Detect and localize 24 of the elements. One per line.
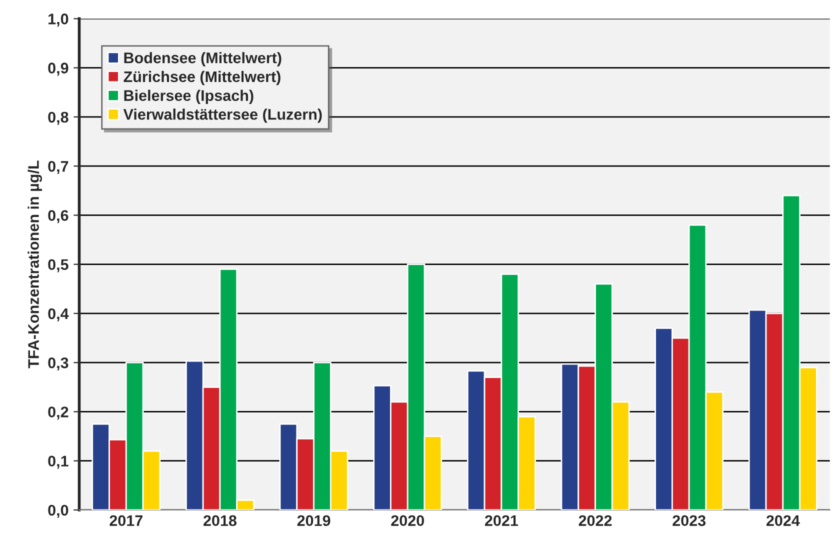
y-tick-label: 0,7 xyxy=(48,160,68,174)
y-tick-label: 0,1 xyxy=(48,456,68,469)
x-tick-label: 2017 xyxy=(110,515,142,526)
x-tick-label: 2021 xyxy=(484,515,518,526)
y-tick-label: 0,9 xyxy=(48,62,68,76)
y-tick-label: 0,6 xyxy=(48,210,68,224)
legend-label: Bodensee (Mittelwert) xyxy=(124,52,282,66)
x-tick-label: 2023 xyxy=(672,515,706,526)
x-tick-label: 2019 xyxy=(297,515,330,526)
y-tick-label: 0,8 xyxy=(48,112,68,125)
x-tick-label: 2020 xyxy=(391,515,424,526)
legend-label: Zürichsee (Mittelwert) xyxy=(124,70,280,86)
x-tick-label: 2022 xyxy=(578,515,612,526)
y-tick-label: 0,5 xyxy=(48,259,68,272)
legend-label: Bielersee (Ipsach) xyxy=(124,90,254,104)
y-axis-title: TFA-Konzentrationen in µg/L xyxy=(28,160,42,368)
legend-label: Vierwaldstättersee (Luzern) xyxy=(123,108,322,123)
x-tick-label: 2018 xyxy=(204,515,236,526)
y-tick-label: 0,0 xyxy=(48,504,68,518)
y-tick-label: 0,3 xyxy=(48,357,68,370)
y-tick-label: 0,4 xyxy=(48,308,69,322)
y-tick-label: 1,0 xyxy=(48,14,68,27)
x-tick-label: 2024 xyxy=(766,515,800,526)
y-tick-label: 0,2 xyxy=(48,406,68,420)
